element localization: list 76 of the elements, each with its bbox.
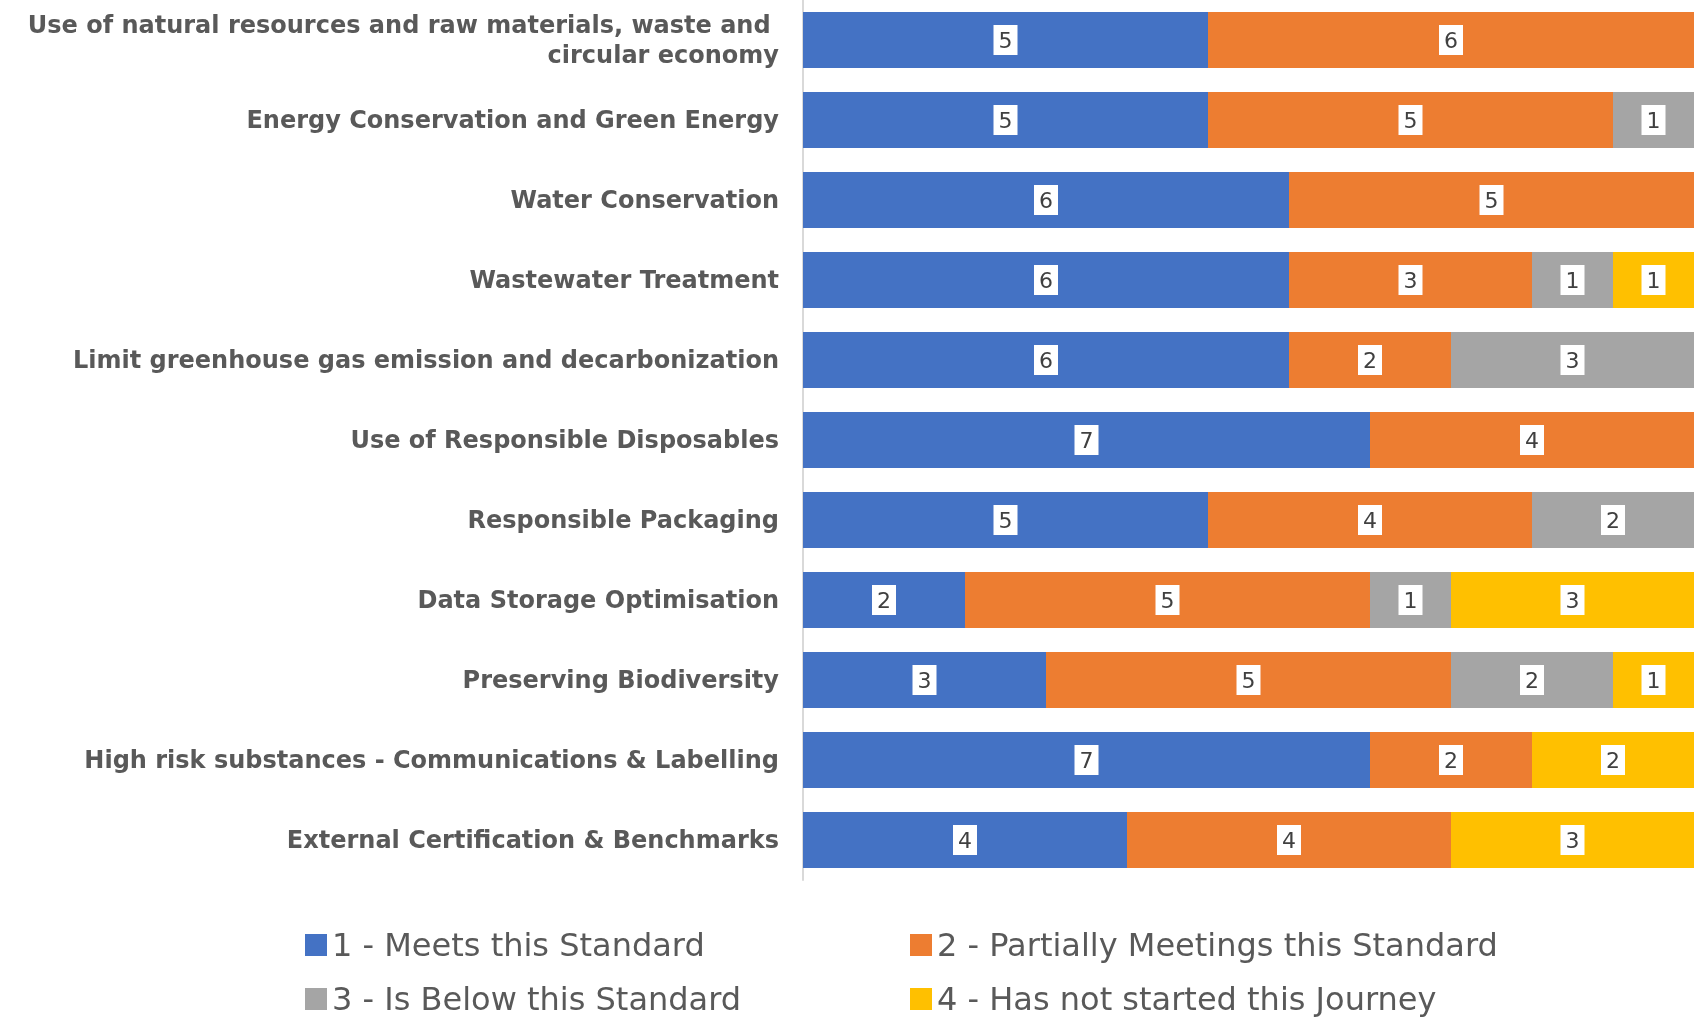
data-label: 5 <box>1241 667 1256 693</box>
data-label: 4 <box>958 827 972 853</box>
bar <box>1532 732 1694 788</box>
bar <box>1208 492 1532 548</box>
data-label: 1 <box>1646 267 1661 293</box>
data-label: 4 <box>1525 427 1539 453</box>
bar <box>1289 172 1694 228</box>
data-label: 2 <box>1606 507 1620 533</box>
data-label: 3 <box>1403 267 1418 293</box>
bar <box>1370 732 1532 788</box>
bar <box>803 572 965 628</box>
bar <box>1289 252 1532 308</box>
data-label: 3 <box>1565 587 1580 613</box>
data-label: 1 <box>1565 267 1580 293</box>
bar <box>803 92 1208 148</box>
data-label: 5 <box>998 107 1013 133</box>
bar <box>803 12 1208 68</box>
data-label: 3 <box>1565 827 1580 853</box>
y-tick-label: Preserving Biodiversity <box>462 666 780 694</box>
data-label: 4 <box>1363 507 1377 533</box>
data-label: 6 <box>1039 267 1053 293</box>
data-label: 4 <box>1282 827 1296 853</box>
data-label: 6 <box>1444 27 1458 53</box>
data-label: 5 <box>998 27 1013 53</box>
bar <box>803 332 1289 388</box>
bar <box>803 492 1208 548</box>
y-tick-label: Limit greenhouse gas emission and decarbonization <box>72 346 779 374</box>
y-tick-label: Use of natural resources and raw materials, waste and circular economy <box>27 11 780 69</box>
bar <box>803 252 1289 308</box>
bar <box>965 572 1370 628</box>
bar <box>1208 92 1613 148</box>
data-label: 2 <box>1363 347 1377 373</box>
bar <box>803 172 1289 228</box>
bar <box>803 652 1046 708</box>
bar <box>1208 12 1694 68</box>
data-label: 1 <box>1646 667 1661 693</box>
bar <box>1370 412 1694 468</box>
bar <box>1451 812 1694 868</box>
bar <box>1451 572 1694 628</box>
data-label: 7 <box>1079 747 1094 773</box>
bar <box>803 812 1127 868</box>
y-tick-label: Use of Responsible Disposables <box>350 426 779 454</box>
data-label: 5 <box>1484 187 1499 213</box>
legend-label: 2 - Partially Meetings this Standard <box>937 926 1498 964</box>
data-label: 3 <box>917 667 932 693</box>
legend-label: 3 - Is Below this Standard <box>332 980 742 1018</box>
bar <box>1289 332 1451 388</box>
data-label: 2 <box>877 587 891 613</box>
y-tick-label: Data Storage Optimisation <box>417 586 779 614</box>
y-tick-label: Wastewater Treatment <box>469 266 779 294</box>
y-tick-label: Water Conservation <box>510 186 779 214</box>
data-label: 2 <box>1606 747 1620 773</box>
bar <box>803 732 1370 788</box>
legend-label: 4 - Has not started this Journey <box>937 980 1437 1018</box>
y-tick-label: Responsible Packaging <box>467 506 779 534</box>
data-label: 6 <box>1039 347 1053 373</box>
bar <box>1451 652 1613 708</box>
data-label: 2 <box>1444 747 1458 773</box>
data-label: 5 <box>1403 107 1418 133</box>
data-label: 1 <box>1403 587 1418 613</box>
y-tick-label: External Certification & Benchmarks <box>286 826 779 854</box>
y-tick-label: Energy Conservation and Green Energy <box>246 106 780 134</box>
y-tick-label: High risk substances - Communications & Labelling <box>84 746 779 774</box>
data-label: 2 <box>1525 667 1539 693</box>
bar <box>1127 812 1451 868</box>
data-label: 6 <box>1039 187 1053 213</box>
data-label: 5 <box>998 507 1013 533</box>
data-label: 7 <box>1079 427 1094 453</box>
data-label: 1 <box>1646 107 1661 133</box>
legend-label: 1 - Meets this Standard <box>332 926 705 964</box>
data-label: 3 <box>1565 347 1580 373</box>
bar <box>1532 492 1694 548</box>
bar <box>803 412 1370 468</box>
bar <box>1046 652 1451 708</box>
bar <box>1451 332 1694 388</box>
data-label: 5 <box>1160 587 1175 613</box>
